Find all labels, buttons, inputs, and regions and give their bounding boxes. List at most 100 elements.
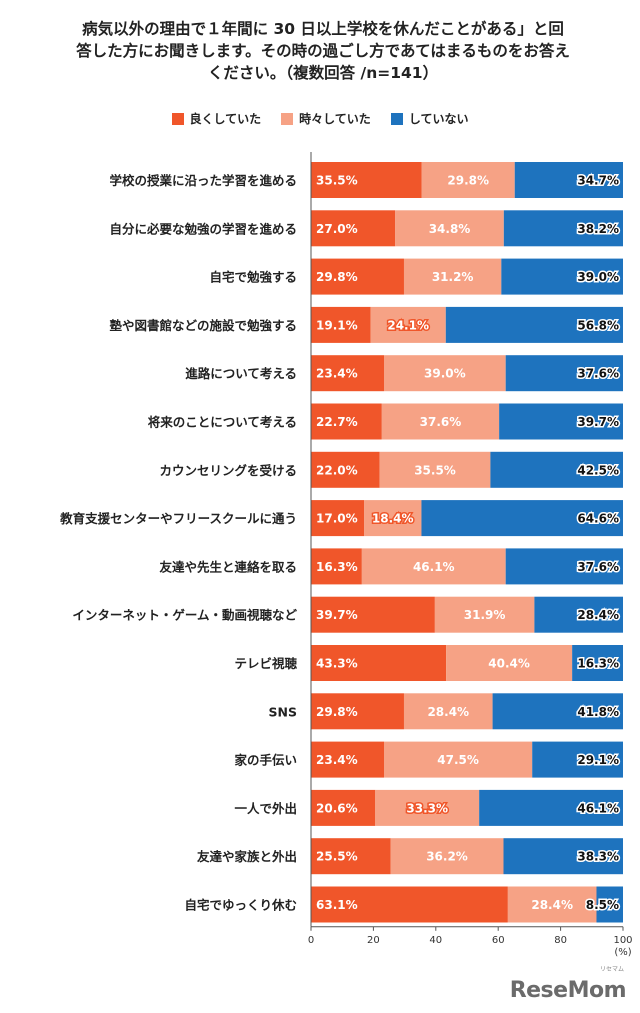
legend-label-good: 良くしていた <box>189 112 262 126</box>
legend-label-sometimes: 時々していた <box>299 112 371 126</box>
data-label: 28.4% <box>577 608 619 622</box>
data-label: 38.3% <box>577 850 619 864</box>
bar-segment-1 <box>403 693 493 730</box>
bar-segment-0 <box>311 741 385 778</box>
bar-segment-2 <box>421 500 623 537</box>
data-label: 39.0% <box>424 367 466 381</box>
bar-segment-2 <box>445 306 623 343</box>
x-tick-label: 0 <box>308 935 314 946</box>
data-label: 16.3% <box>316 560 358 574</box>
logo-subtext: リセマム <box>599 966 624 973</box>
category-label: 友達や先生と連絡を取る <box>158 559 297 574</box>
bar-segment-0 <box>311 548 362 585</box>
bar-segment-2 <box>534 596 623 633</box>
bar-segment-1 <box>421 162 515 198</box>
bar-segment-2 <box>501 258 623 295</box>
stacked-bar-chart: 学校の授業に沿った学習を進める 35.5% 29.8% 34.7% 自分に必要な勉強の学… <box>59 152 633 958</box>
category-label: インターネット・ゲーム・動画視聴など <box>72 608 297 623</box>
bar-segment-1 <box>375 789 480 826</box>
legend-item-sometimes: 時々していた <box>281 110 371 127</box>
data-label: 36.2% <box>426 850 468 864</box>
legend-label-none: していない <box>408 112 469 126</box>
bar-segment-2 <box>490 451 623 488</box>
bar-segment-0 <box>311 403 382 440</box>
category-label: 自分に必要な勉強の学習を進める <box>109 221 297 236</box>
bar-segment-2 <box>572 645 623 681</box>
bar-segment-1 <box>361 548 506 585</box>
bar-segment-1 <box>384 355 506 392</box>
bar-segment-1 <box>379 451 491 488</box>
category-label: SNS <box>269 704 297 719</box>
category-label: 進路について考える <box>185 366 297 381</box>
bar-segment-0 <box>311 451 380 488</box>
category-label: 自宅でゆっくり休む <box>184 898 297 913</box>
legend-item-good: 良くしていた <box>171 110 262 127</box>
data-label: 38.2% <box>577 222 619 236</box>
data-label: 18.4% <box>372 512 414 526</box>
category-label: 自宅で勉強する <box>209 270 297 285</box>
category-label: 家の手伝い <box>234 753 297 768</box>
bar-segment-2 <box>499 403 623 440</box>
category-label: カウンセリングを受ける <box>159 463 297 478</box>
data-label: 46.1% <box>577 801 619 815</box>
bar-segment-1 <box>390 838 504 875</box>
bar-segment-1 <box>381 403 500 440</box>
data-label: 47.5% <box>437 753 479 767</box>
x-unit-label: (%) <box>614 947 631 958</box>
data-label: 34.7% <box>577 174 619 188</box>
x-tick-label: 100 <box>613 935 632 946</box>
data-label: 46.1% <box>413 560 455 574</box>
data-label: 64.6% <box>577 512 619 526</box>
x-tick-label: 40 <box>429 935 442 946</box>
x-tick-label: 60 <box>492 935 505 946</box>
bar-segment-0 <box>311 355 385 392</box>
data-label: 43.3% <box>316 657 358 671</box>
data-label: 35.5% <box>414 463 456 477</box>
bar-segment-0 <box>311 886 508 923</box>
bar-segment-0 <box>311 693 404 730</box>
data-label: 29.8% <box>447 174 489 188</box>
data-label: 22.7% <box>316 415 358 429</box>
data-label: 40.4% <box>488 657 530 671</box>
bar-segment-1 <box>384 741 533 778</box>
data-label: 37.6% <box>420 415 462 429</box>
bar-segment-0 <box>311 789 376 826</box>
resemom-logo: ReseMom <box>509 978 627 1003</box>
data-label: 28.4% <box>427 705 469 719</box>
category-label: 塾や図書館などの施設で勉強する <box>109 318 297 333</box>
bar-segment-0 <box>311 162 422 198</box>
legend-item-none: していない <box>390 110 469 127</box>
category-label: テレビ視聴 <box>234 656 297 671</box>
bar-segment-2 <box>503 838 623 875</box>
bar-segment-1 <box>507 886 597 923</box>
bar-segment-2 <box>479 789 623 826</box>
bar-segment-2 <box>505 355 623 392</box>
data-label: 23.4% <box>316 367 358 381</box>
data-label: 63.1% <box>316 898 358 912</box>
data-label: 23.4% <box>316 753 358 767</box>
data-label: 16.3% <box>577 657 619 671</box>
data-label: 56.8% <box>577 318 619 332</box>
data-label: 34.8% <box>429 222 471 236</box>
bar-segment-0 <box>311 258 404 295</box>
category-label: 学校の授業に沿った学習を進める <box>109 173 297 188</box>
bar-segment-2 <box>596 886 623 923</box>
data-label: 29.8% <box>316 705 358 719</box>
data-label: 37.6% <box>577 560 619 574</box>
legend-swatch-sometimes <box>281 112 294 125</box>
data-label: 37.6% <box>577 367 619 381</box>
bar-segment-1 <box>434 596 535 633</box>
bar-segment-1 <box>395 210 504 247</box>
bar-segment-0 <box>311 596 435 633</box>
bar-segment-0 <box>311 210 396 247</box>
x-tick-label: 80 <box>554 935 567 946</box>
data-label: 25.5% <box>316 850 358 864</box>
bar-segment-1 <box>446 645 573 681</box>
data-label: 29.1% <box>577 753 619 767</box>
legend-swatch-good <box>171 112 184 125</box>
data-label: 31.2% <box>432 270 474 284</box>
data-label: 20.6% <box>316 801 358 815</box>
bar-segment-0 <box>311 838 391 875</box>
chart-title: 病気以外の理由で１年間に 30 日以上学校を休んだことがある」と回 答した方にお… <box>76 20 570 82</box>
category-label: 将来のことについて考える <box>148 415 297 430</box>
